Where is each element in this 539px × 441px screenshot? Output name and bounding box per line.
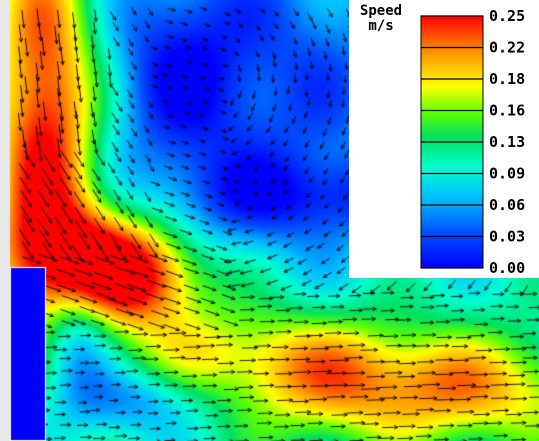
legend-title: Speed m/s: [354, 4, 408, 34]
colorbar-tick-label: 0.13: [489, 133, 525, 151]
colorbar-tick-label: 0.25: [489, 7, 525, 25]
colorbar-tick-label: 0.03: [489, 228, 525, 246]
legend-title-quantity: Speed: [359, 3, 403, 19]
colorbar-tick-label: 0.16: [489, 102, 525, 120]
colorbar-tick-label: 0.00: [489, 259, 525, 277]
colorbar-tick-label: 0.18: [489, 70, 525, 88]
colorbar: 0.25 0.22 0.18 0.16 0.13 0.09 0.06 0.03 0.00: [420, 7, 525, 277]
colorbar-tick-label: 0.22: [489, 39, 525, 57]
colorbar-tick-label: 0.09: [489, 165, 525, 183]
legend-title-unit: m/s: [368, 18, 394, 34]
colorbar-tick-label: 0.06: [489, 196, 525, 214]
